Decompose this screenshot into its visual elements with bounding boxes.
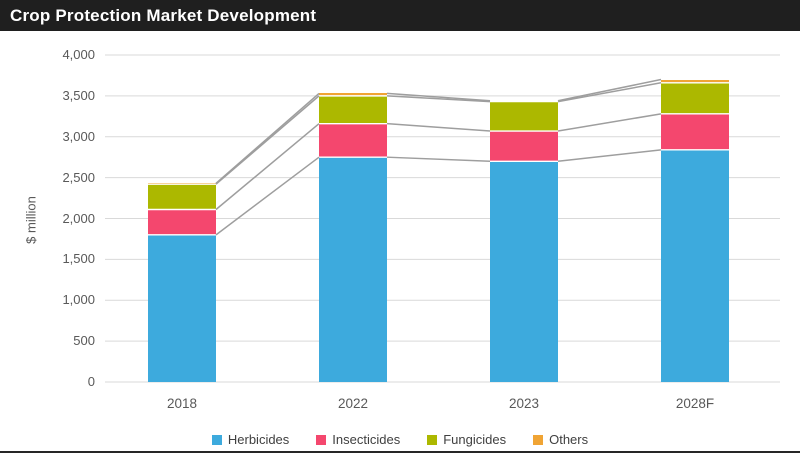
bottom-border-line — [0, 451, 800, 453]
legend-swatch-icon — [533, 434, 544, 445]
y-tick-label: 4,000 — [62, 47, 95, 62]
y-tick-label: 0 — [87, 374, 95, 389]
y-tick-label: 1,000 — [62, 292, 95, 308]
legend-item-fungicides: Fungicides — [427, 432, 506, 447]
legend-item-insecticides: Insecticides — [316, 432, 400, 447]
legend-swatch-icon — [427, 434, 438, 445]
legend-label: Others — [549, 432, 589, 447]
x-tick-label-2022: 2022 — [337, 396, 369, 411]
legend-item-herbicides: Herbicides — [211, 432, 290, 447]
y-tick-label: 2,000 — [62, 210, 95, 226]
bar-2022-insecticides-segment — [319, 123, 387, 158]
y-tick-label: 2,500 — [62, 169, 95, 185]
bar-2018-herbicides-segment — [148, 234, 216, 382]
legend-swatch-icon — [211, 434, 222, 445]
bar-2022-others-segment — [319, 93, 387, 96]
legend: Herbicides Insecticides Fungicides Others — [0, 432, 800, 447]
bar-2028F-others-segment — [661, 79, 729, 83]
legend-label: Insecticides — [332, 432, 401, 447]
bar-2028F-fungicides-segment — [661, 82, 729, 114]
chart-title: Crop Protection Market Development — [10, 5, 317, 25]
legend-label: Fungicides — [443, 432, 507, 447]
bar-2018-fungicides-segment — [148, 184, 216, 210]
legend-label: Herbicides — [227, 432, 290, 447]
bar-2028F-herbicides-segment — [661, 149, 729, 382]
x-tick-label-2018: 2018 — [166, 396, 198, 411]
legend-swatch-icon — [316, 434, 327, 445]
bar-2022-herbicides-segment — [319, 157, 387, 382]
x-tick-label-2028F: 2028F — [675, 396, 715, 411]
y-tick-label: 500 — [73, 333, 95, 349]
x-tick-label-2023: 2023 — [508, 396, 540, 411]
y-tick-label: 1,500 — [62, 251, 95, 267]
y-tick-label: 3,500 — [62, 87, 95, 103]
bar-2018-insecticides-segment — [148, 209, 216, 235]
legend-item-others: Others — [533, 432, 588, 447]
y-tick-label: 3,000 — [62, 128, 95, 144]
bar-2023-herbicides-segment — [490, 161, 558, 382]
bar-2022-fungicides-segment — [319, 95, 387, 124]
bar-2023-insecticides-segment — [490, 131, 558, 162]
bar-2028F-insecticides-segment — [661, 113, 729, 150]
title-bar: Crop Protection Market Development — [0, 0, 800, 31]
bar-2023-fungicides-segment — [490, 101, 558, 131]
